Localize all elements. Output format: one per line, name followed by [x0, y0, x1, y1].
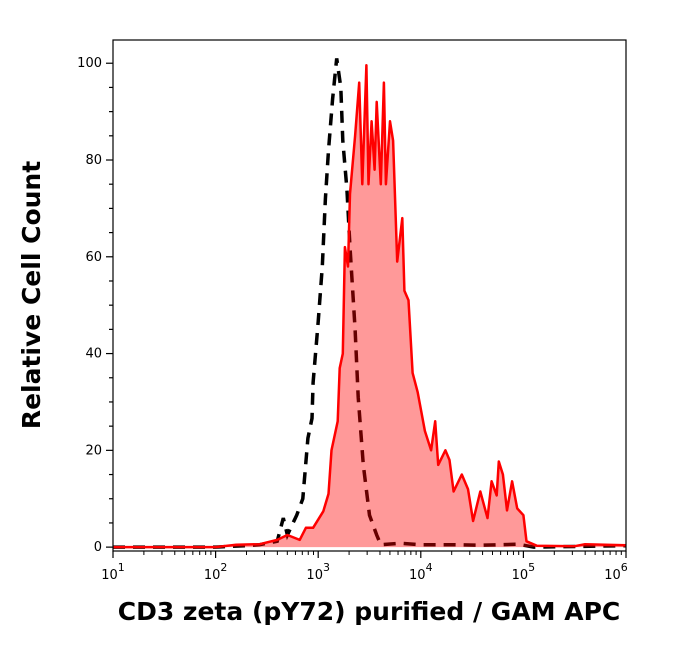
x-tick-label: 103	[306, 561, 330, 583]
y-tick-label: 20	[85, 443, 102, 458]
x-tick-base: 10	[409, 568, 426, 583]
series-fill-area	[113, 65, 626, 548]
x-tick-exponent: 6	[621, 561, 628, 574]
x-tick-exponent: 3	[323, 561, 330, 574]
x-axis-title: CD3 zeta (pY72) purified / GAM APC	[118, 597, 621, 626]
x-tick-label: 105	[512, 561, 536, 583]
x-tick-exponent: 4	[426, 561, 433, 574]
x-tick-label: 101	[101, 561, 125, 583]
series-line-control	[113, 58, 627, 549]
y-tick-label: 60	[85, 250, 102, 265]
x-tick-base: 10	[306, 568, 323, 583]
plot-frame	[112, 39, 627, 552]
x-tick-base: 10	[101, 568, 118, 583]
x-tick-label: 102	[204, 561, 228, 583]
y-tick-label: 100	[77, 56, 102, 71]
y-tick-label: 0	[94, 540, 102, 555]
series-line-sample	[113, 63, 627, 549]
y-axis-title: Relative Cell Count	[17, 161, 46, 429]
x-tick-base: 10	[604, 568, 621, 583]
y-tick-label: 40	[85, 347, 102, 362]
x-tick-exponent: 5	[528, 561, 535, 574]
x-tick-base: 10	[512, 568, 529, 583]
x-tick-exponent: 1	[118, 561, 125, 574]
x-tick-base: 10	[204, 568, 221, 583]
x-tick-label: 104	[409, 561, 433, 583]
y-tick-label: 80	[85, 153, 102, 168]
x-tick-exponent: 2	[220, 561, 227, 574]
x-tick-label: 106	[604, 561, 628, 583]
series-layer	[113, 58, 627, 549]
